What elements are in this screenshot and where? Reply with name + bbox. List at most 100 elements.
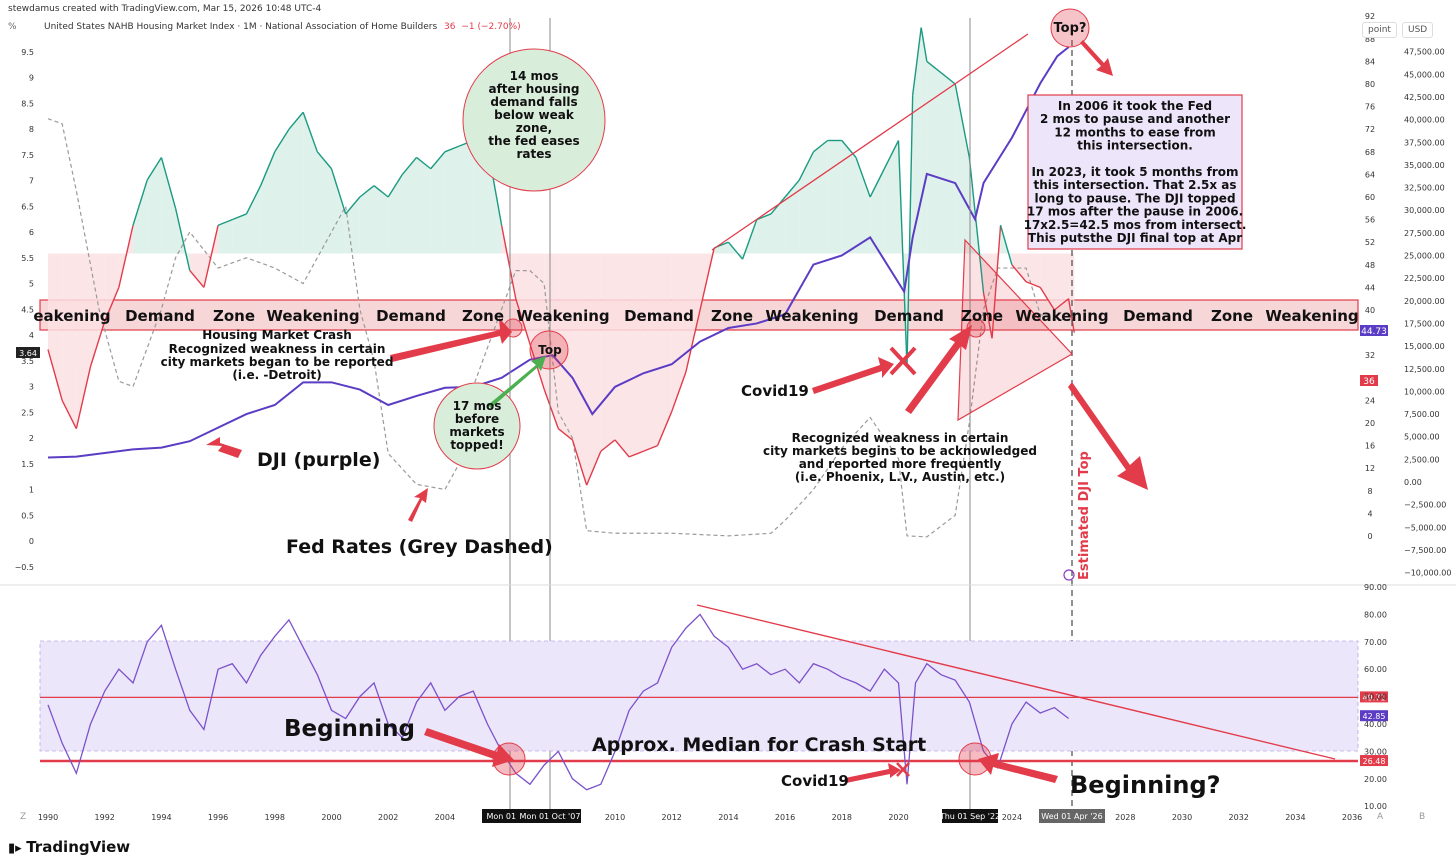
housing-line-segment xyxy=(600,439,616,452)
housing-line-segment xyxy=(869,168,885,198)
arrow-beginning xyxy=(424,728,514,767)
date-tag-label: Thu 01 Sep '22 xyxy=(939,812,1000,821)
left-tick-label: −0.5 xyxy=(15,563,34,572)
housing-line-segment xyxy=(813,139,829,153)
zone-label: Weakening xyxy=(765,307,858,325)
weak-line-4: (i.e. Phoenix, L.V., Austin, etc.) xyxy=(795,470,1005,484)
housing-fill-segment xyxy=(884,140,899,254)
housing-fill-segment xyxy=(629,253,644,457)
housing-line-segment xyxy=(968,157,985,294)
green-note-circle-bottom xyxy=(433,382,521,470)
zone-label: Zone xyxy=(213,307,255,325)
green-top-line: the fed eases xyxy=(488,134,579,148)
usd-tick-label: −2,500.00 xyxy=(1404,501,1446,510)
housing-fill-segment xyxy=(756,213,771,254)
green-note-circle-top xyxy=(462,48,606,192)
zone-label: Zone xyxy=(711,307,753,325)
left-tick-label: 7.5 xyxy=(21,151,34,160)
point-tick-label: 0 xyxy=(1367,532,1372,541)
zone-labels: eakening Demand Zone Weakening Demand Zone Wea… xyxy=(33,307,1358,325)
left-tick-label: 3 xyxy=(29,383,34,392)
rsi-level-tag-label: 26.48 xyxy=(1363,757,1386,766)
weak-line-3: and reported more frequently xyxy=(799,457,1002,471)
housing-fill-segment xyxy=(444,146,460,254)
x-tick-label: 1990 xyxy=(38,813,58,822)
box-line: 12 months to ease from xyxy=(1054,125,1216,139)
housing-fill-segment xyxy=(955,84,970,254)
b-button[interactable]: B xyxy=(1419,812,1426,822)
housing-fill-segment xyxy=(76,253,91,429)
left-tick-label: 7 xyxy=(29,177,34,186)
beginning-question-label: Beginning? xyxy=(1070,771,1221,799)
housing-fill-segment xyxy=(1026,253,1041,288)
usd-tick-label: 40,000.00 xyxy=(1404,116,1445,125)
housing-fill-layer xyxy=(48,27,1075,486)
covid-label: Covid19 xyxy=(741,382,809,400)
top-label: Top xyxy=(538,343,562,357)
x-tick-label: 2002 xyxy=(378,813,398,822)
housing-fill-segment xyxy=(600,253,615,452)
point-tick-label: 68 xyxy=(1365,148,1375,157)
a-button[interactable]: A xyxy=(1377,812,1384,822)
housing-fill-segment xyxy=(921,27,927,254)
housing-fill-segment xyxy=(1040,253,1055,310)
point-tick-label: 80 xyxy=(1365,80,1375,89)
left-tick-label: 9 xyxy=(29,74,34,83)
point-tick-label: 60 xyxy=(1365,193,1375,202)
housing-line-segment xyxy=(841,140,857,158)
point-scale-button[interactable]: point xyxy=(1362,22,1397,38)
green-top-line: rates xyxy=(516,147,551,161)
rsi-tick-label: 20.00 xyxy=(1364,775,1387,784)
credit-text: stewdamus created with TradingView.com, … xyxy=(8,4,322,14)
zone-label: Zone xyxy=(1211,307,1253,325)
usd-tick-label: 47,500.00 xyxy=(1404,48,1445,57)
point-tick-label: 64 xyxy=(1365,170,1375,179)
housing-fill-segment xyxy=(402,157,417,254)
housing-line-segment xyxy=(316,151,333,170)
housing-line-segment xyxy=(146,157,162,181)
rsi-level-tag xyxy=(1360,691,1388,703)
housing-fill-segment xyxy=(685,253,701,373)
zone-label: Weakening xyxy=(1015,307,1108,325)
arrow-to-2022-intersection xyxy=(905,325,972,414)
housing-line-segment xyxy=(401,157,418,175)
housing-fill-segment xyxy=(799,151,814,254)
rsi-level-tag-label: 49.71 xyxy=(1363,693,1386,702)
housing-line-segment xyxy=(1025,281,1041,289)
date-tag-bg xyxy=(942,809,998,823)
housing-fill-segment xyxy=(232,213,247,254)
symbol-name: United States NAHB Housing Market Index … xyxy=(44,22,438,32)
housing-fill-segment xyxy=(161,157,176,254)
arrow-top-down xyxy=(1080,40,1113,76)
housing-fill-segment xyxy=(558,253,573,440)
rsi-downtrend-line xyxy=(696,604,1336,760)
fed-rates-line-layer xyxy=(47,118,1069,538)
housing-line-segment xyxy=(330,168,347,215)
housing-line-segment xyxy=(557,428,573,441)
housing-fill-segment xyxy=(374,185,389,254)
usd-scale-button[interactable]: USD xyxy=(1402,22,1434,38)
housing-fill-segment xyxy=(359,185,375,254)
housing-line-segment xyxy=(999,225,1013,265)
left-tick-label: 0 xyxy=(29,537,34,546)
housing-line-segment xyxy=(727,241,744,260)
x-tick-label: 2018 xyxy=(832,813,852,822)
rsi-tick-label: 50.00 xyxy=(1364,693,1387,702)
zone-label: eakening xyxy=(33,307,110,325)
housing-line-segment xyxy=(656,411,673,446)
housing-line-segment xyxy=(245,185,262,215)
usd-tick-label: 12,500.00 xyxy=(1404,365,1445,374)
housing-line-segment xyxy=(75,366,92,429)
housing-fill-segment xyxy=(855,157,871,254)
rsi-tick-label: 10.00 xyxy=(1364,802,1387,811)
zone-label: Zone xyxy=(961,307,1003,325)
covid-x-mark-rsi xyxy=(896,762,910,777)
zone-label: Demand xyxy=(376,307,446,325)
usd-tick-label: 25,000.00 xyxy=(1404,252,1445,261)
housing-line-segment xyxy=(500,225,517,299)
housing-line-segment xyxy=(345,196,361,215)
z-button[interactable]: Z xyxy=(20,812,27,822)
